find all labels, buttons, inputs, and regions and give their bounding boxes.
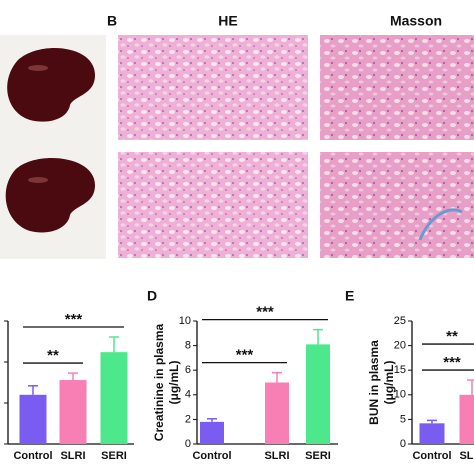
bar [200,421,224,444]
bar [459,394,474,444]
x-tick-label: SERI [305,450,331,462]
bar [100,352,128,444]
panel-label: B [107,13,117,29]
significance-label: *** [65,311,83,328]
bar [59,380,87,444]
y-tick-label: 20 [394,340,406,352]
significance-label: *** [256,304,274,321]
y-axis-label: (μg/mL) [167,360,181,404]
y-tick-label: 10 [394,389,406,401]
significance-label: *** [443,354,461,371]
column-header: HE [218,13,237,29]
bar [19,394,47,444]
y-tick-label: 2 [185,413,191,425]
x-tick-label: SLRI [60,450,85,462]
significance-label: ** [47,347,59,364]
y-tick-label: 15 [394,364,406,376]
bar [306,344,330,444]
y-tick-label: 25 [394,315,406,327]
y-tick-label: 4 [185,389,191,401]
bar [419,423,445,444]
significance-label: ** [446,328,458,345]
x-tick-label: SLRI [264,450,289,462]
x-tick-label: Control [192,450,231,462]
significance-label: *** [236,347,254,364]
he-image [118,152,308,258]
x-tick-label: SERI [101,450,127,462]
x-tick-label: SLRI [459,450,474,462]
he-image [118,35,308,140]
masson-image [320,35,474,140]
masson-image [320,152,474,258]
x-tick-label: Control [13,450,52,462]
x-tick-label: Control [412,450,451,462]
y-axis-label: (μg/mL) [382,360,396,404]
y-axis-label: BUN in plasma [367,340,381,425]
bar [265,382,289,444]
y-tick-label: 0 [400,438,406,450]
y-axis-label: Creatinine in plasma [152,323,166,441]
collagen-stain [418,208,463,241]
y-tick-label: 8 [185,340,191,352]
kidney-photo [0,35,106,259]
panel-label: D [147,288,157,304]
panel-label: E [345,288,354,304]
y-tick-label: 0 [185,438,191,450]
y-tick-label: 6 [185,364,191,376]
y-tick-label: 5 [400,413,406,425]
y-tick-label: 10 [179,315,191,327]
column-header: Masson [390,13,442,29]
